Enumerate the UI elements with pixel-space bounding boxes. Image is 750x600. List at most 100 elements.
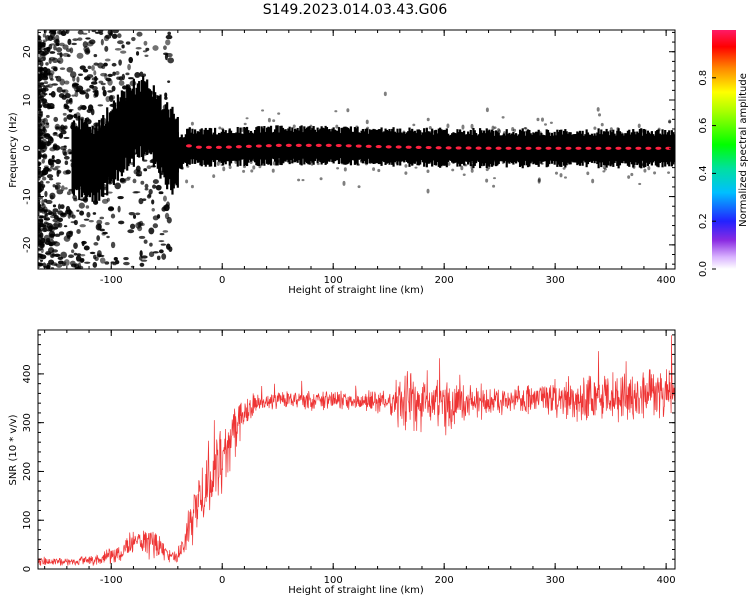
heat-cell — [48, 177, 54, 181]
heat-cell — [451, 168, 455, 172]
heat-cell — [114, 135, 117, 147]
heat-cell — [55, 47, 63, 53]
heat-cell — [223, 144, 226, 150]
heat-cell — [40, 98, 48, 104]
heat-cell — [77, 30, 84, 35]
heat-cell — [118, 59, 122, 66]
heat-cell — [43, 30, 47, 34]
heat-cell — [522, 146, 526, 151]
heat-cell — [117, 195, 124, 200]
heat-cell — [93, 70, 97, 76]
heat-cell — [562, 146, 566, 151]
heat-cell — [52, 132, 57, 136]
heat-cell — [64, 80, 70, 85]
heat-cell — [152, 179, 159, 185]
heat-cell — [573, 145, 576, 151]
heat-cell — [145, 47, 150, 51]
heat-cell — [542, 145, 546, 152]
heat-peak — [325, 143, 332, 147]
heat-cell — [55, 263, 63, 268]
heat-cell — [104, 221, 110, 226]
heat-cell — [158, 191, 164, 195]
heat-cell — [54, 165, 61, 168]
heat-cell — [77, 262, 81, 269]
heat-peak — [285, 143, 292, 147]
heat-cell — [381, 144, 384, 149]
y-tick-label: 0 — [22, 145, 33, 151]
heat-cell — [49, 251, 55, 259]
heat-cell — [41, 87, 47, 94]
heat-cell — [48, 57, 52, 65]
heat-peak — [305, 143, 312, 147]
heat-peak — [455, 146, 462, 150]
heat-cell — [250, 169, 254, 173]
heat-cell — [125, 41, 131, 45]
heat-cell — [60, 251, 68, 259]
heat-cell — [162, 135, 165, 147]
heat-cell — [38, 175, 41, 181]
heat-cell — [492, 177, 496, 180]
heat-cell — [76, 153, 80, 163]
heat-cell — [109, 95, 114, 102]
heat-cell — [61, 261, 67, 265]
heat-peak — [515, 146, 522, 150]
heat-cell — [342, 180, 346, 186]
heat-cell — [511, 127, 515, 132]
heat-cell — [56, 170, 60, 178]
heat-cell — [94, 93, 98, 98]
heat-cell — [532, 146, 535, 151]
heat-cell — [45, 237, 51, 242]
heat-cell — [172, 147, 175, 156]
heat-cell — [156, 255, 161, 261]
spectrogram-marks — [38, 30, 675, 269]
heat-cell — [63, 225, 68, 228]
heat-cell — [493, 146, 496, 151]
heat-cell — [149, 242, 153, 247]
heat-cell — [91, 86, 98, 91]
heat-cell — [133, 191, 141, 194]
heat-cell — [131, 36, 136, 42]
heat-cell — [42, 33, 47, 38]
spectrogram-y-ticks: -20 -10 0 10 20 — [22, 31, 675, 265]
heat-cell — [316, 162, 320, 166]
heat-cell — [148, 227, 155, 235]
x-tick-label: 200 — [435, 275, 454, 286]
heat-cell — [426, 188, 430, 194]
heat-cell — [98, 80, 104, 84]
heat-cell — [602, 170, 606, 173]
heat-cell — [56, 52, 61, 56]
heat-cell — [167, 57, 175, 64]
x-tick-label: 0 — [219, 575, 225, 586]
heat-cell — [55, 42, 60, 47]
x-tick-label: -100 — [100, 575, 123, 586]
heat-cell — [45, 222, 50, 225]
heat-cell — [43, 198, 48, 203]
heat-cell — [147, 114, 150, 124]
heat-cell — [143, 168, 148, 172]
heat-cell — [44, 132, 51, 140]
heat-cell — [393, 144, 396, 150]
heat-cell — [110, 141, 113, 151]
heat-cell — [180, 149, 183, 155]
heat-cell — [194, 144, 197, 150]
y-tick-label: 10 — [22, 94, 33, 107]
heat-cell — [88, 155, 92, 169]
heat-cell — [544, 123, 548, 126]
colorbar-label: Normalized spectral amplitude — [738, 73, 749, 227]
heat-cell — [73, 242, 78, 250]
heat-cell — [99, 257, 106, 264]
heat-cell — [602, 165, 606, 170]
heat-cell — [68, 99, 73, 103]
heat-peak — [595, 146, 602, 150]
heat-peak — [485, 146, 492, 150]
heat-cell — [152, 120, 155, 132]
heat-cell — [73, 252, 78, 256]
heat-cell — [91, 77, 99, 81]
heat-cell — [56, 86, 63, 93]
heat-cell — [159, 233, 165, 236]
heat-cell — [52, 184, 56, 188]
heat-cell — [46, 229, 52, 232]
heat-cell — [100, 38, 104, 46]
heat-cell — [79, 224, 86, 228]
heat-cell — [38, 35, 41, 40]
